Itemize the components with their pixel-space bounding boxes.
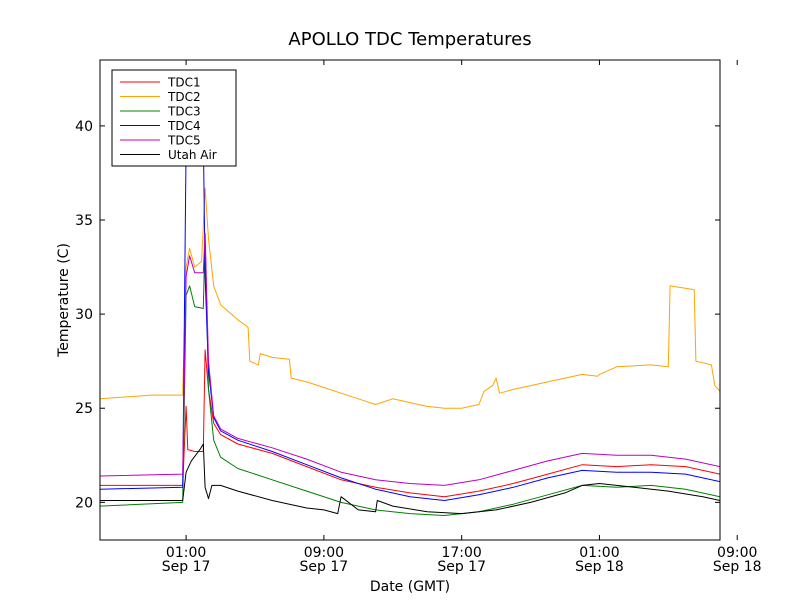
x-tick-label-date: Sep 18 bbox=[575, 559, 624, 575]
y-axis-label: Temperature (C) bbox=[56, 243, 72, 358]
x-tick-label-date: Sep 17 bbox=[162, 559, 211, 575]
legend-label-tdc1: TDC1 bbox=[167, 76, 201, 90]
series-line-tdc2 bbox=[100, 187, 720, 409]
chart-title: APOLLO TDC Temperatures bbox=[288, 29, 531, 50]
legend-label-tdc2: TDC2 bbox=[167, 90, 201, 104]
y-tick-label: 40 bbox=[75, 119, 93, 135]
x-tick-label-time: 01:00 bbox=[579, 545, 619, 561]
legend-label-utah-air: Utah Air bbox=[168, 148, 217, 162]
legend-label-tdc3: TDC3 bbox=[167, 105, 201, 119]
y-tick-label: 25 bbox=[75, 401, 93, 417]
x-tick-label-time: 09:00 bbox=[717, 545, 757, 561]
x-tick-label-date: Sep 18 bbox=[713, 559, 762, 575]
legend-box bbox=[111, 69, 237, 167]
y-tick-label: 20 bbox=[75, 495, 93, 511]
series-line-utah-air bbox=[100, 443, 720, 515]
series-line-tdc5 bbox=[100, 232, 720, 486]
x-axis-label: Date (GMT) bbox=[370, 579, 450, 595]
x-tick-label-date: Sep 17 bbox=[437, 559, 486, 575]
x-tick-label-time: 17:00 bbox=[441, 545, 481, 561]
series-line-tdc1 bbox=[100, 349, 720, 498]
y-tick-label: 35 bbox=[75, 213, 93, 229]
legend-label-tdc4: TDC4 bbox=[167, 119, 201, 133]
x-tick-label-time: 01:00 bbox=[166, 545, 206, 561]
x-tick-label-time: 09:00 bbox=[304, 545, 344, 561]
x-tick-label-date: Sep 17 bbox=[300, 559, 349, 575]
plot-frame bbox=[99, 59, 721, 541]
y-tick-label: 30 bbox=[75, 307, 93, 323]
legend-label-tdc5: TDC5 bbox=[167, 134, 201, 148]
